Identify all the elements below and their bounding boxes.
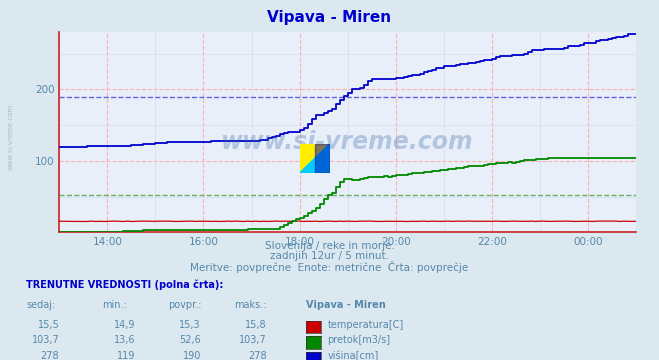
Text: www.si-vreme.com: www.si-vreme.com	[8, 104, 14, 170]
Text: 14,9: 14,9	[113, 320, 135, 330]
Text: min.:: min.:	[102, 300, 127, 310]
Text: 52,6: 52,6	[179, 335, 201, 345]
Text: Vipava - Miren: Vipava - Miren	[268, 10, 391, 25]
Text: povpr.:: povpr.:	[168, 300, 202, 310]
Text: www.si-vreme.com: www.si-vreme.com	[221, 130, 474, 154]
Text: TRENUTNE VREDNOSTI (polna črta):: TRENUTNE VREDNOSTI (polna črta):	[26, 279, 224, 289]
Text: Slovenija / reke in morje.: Slovenija / reke in morje.	[264, 241, 395, 251]
Text: 15,5: 15,5	[38, 320, 59, 330]
Text: sedaj:: sedaj:	[26, 300, 55, 310]
Polygon shape	[315, 144, 330, 173]
Text: 103,7: 103,7	[239, 335, 267, 345]
Text: pretok[m3/s]: pretok[m3/s]	[328, 335, 391, 345]
Text: 15,8: 15,8	[245, 320, 267, 330]
Text: 15,3: 15,3	[179, 320, 201, 330]
Polygon shape	[300, 144, 330, 173]
Text: zadnjih 12ur / 5 minut.: zadnjih 12ur / 5 minut.	[270, 251, 389, 261]
Text: 190: 190	[183, 351, 201, 360]
Text: 278: 278	[41, 351, 59, 360]
Polygon shape	[300, 144, 330, 173]
Text: maks.:: maks.:	[234, 300, 266, 310]
Text: višina[cm]: višina[cm]	[328, 351, 379, 360]
Text: temperatura[C]: temperatura[C]	[328, 320, 404, 330]
Text: Meritve: povprečne  Enote: metrične  Črta: povprečje: Meritve: povprečne Enote: metrične Črta:…	[190, 261, 469, 273]
Text: 103,7: 103,7	[32, 335, 59, 345]
Text: 119: 119	[117, 351, 135, 360]
Text: Vipava - Miren: Vipava - Miren	[306, 300, 386, 310]
Text: 13,6: 13,6	[113, 335, 135, 345]
Text: 278: 278	[248, 351, 267, 360]
